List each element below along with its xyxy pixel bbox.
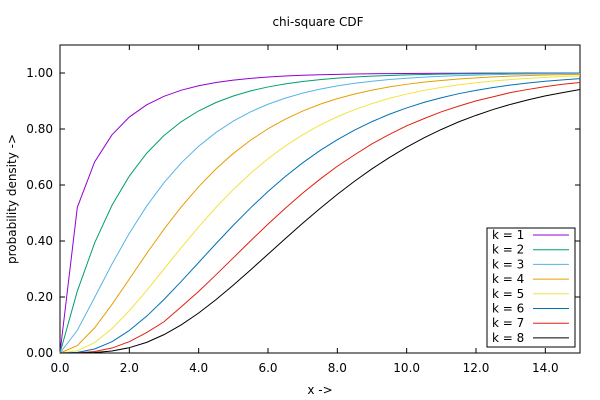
legend-label-8: k = 8 xyxy=(492,331,524,345)
legend-label-6: k = 6 xyxy=(492,302,524,316)
x-tick-label: 12.0 xyxy=(463,361,490,375)
y-tick-label: 0.00 xyxy=(26,346,53,360)
x-tick-label: 6.0 xyxy=(258,361,277,375)
y-tick-label: 0.20 xyxy=(26,290,53,304)
y-tick-label: 0.80 xyxy=(26,122,53,136)
y-tick-label: 0.60 xyxy=(26,178,53,192)
legend-label-4: k = 4 xyxy=(492,272,524,286)
series-line-5 xyxy=(59,75,581,354)
x-tick-label: 8.0 xyxy=(328,361,347,375)
legend-label-2: k = 2 xyxy=(492,243,524,257)
legend-box xyxy=(486,227,576,348)
legend-label-7: k = 7 xyxy=(492,316,524,330)
chart-title: chi-square CDF xyxy=(272,15,363,29)
x-tick-label: 0.0 xyxy=(50,361,69,375)
x-tick-label: 10.0 xyxy=(393,361,420,375)
series-line-2 xyxy=(59,72,581,354)
legend-label-5: k = 5 xyxy=(492,287,524,301)
plot-frame xyxy=(59,44,581,354)
x-tick-label: 2.0 xyxy=(120,361,139,375)
series-line-8 xyxy=(59,89,581,354)
series-line-4 xyxy=(59,73,581,354)
axis-ticks: 0.0 2.0 4.0 6.0 8.0 10.0 12.0 14.0 0.00 0.20 0.40 0… xyxy=(26,45,580,375)
y-axis-label: probability density -> xyxy=(5,134,19,264)
x-tick-label: 14.0 xyxy=(532,361,559,375)
x-tick-label: 4.0 xyxy=(189,361,208,375)
legend-label-1: k = 1 xyxy=(492,228,524,242)
series-line-7 xyxy=(59,81,581,354)
series-line-6 xyxy=(59,78,581,354)
y-tick-label: 1.00 xyxy=(26,66,53,80)
series-lines xyxy=(59,72,581,354)
y-tick-label: 0.40 xyxy=(26,234,53,248)
x-axis-label: x -> xyxy=(307,383,332,397)
legend: k = 1k = 2k = 3k = 4k = 5k = 6k = 7k = 8 xyxy=(486,227,576,348)
series-line-3 xyxy=(59,73,581,354)
legend-label-3: k = 3 xyxy=(492,257,524,271)
